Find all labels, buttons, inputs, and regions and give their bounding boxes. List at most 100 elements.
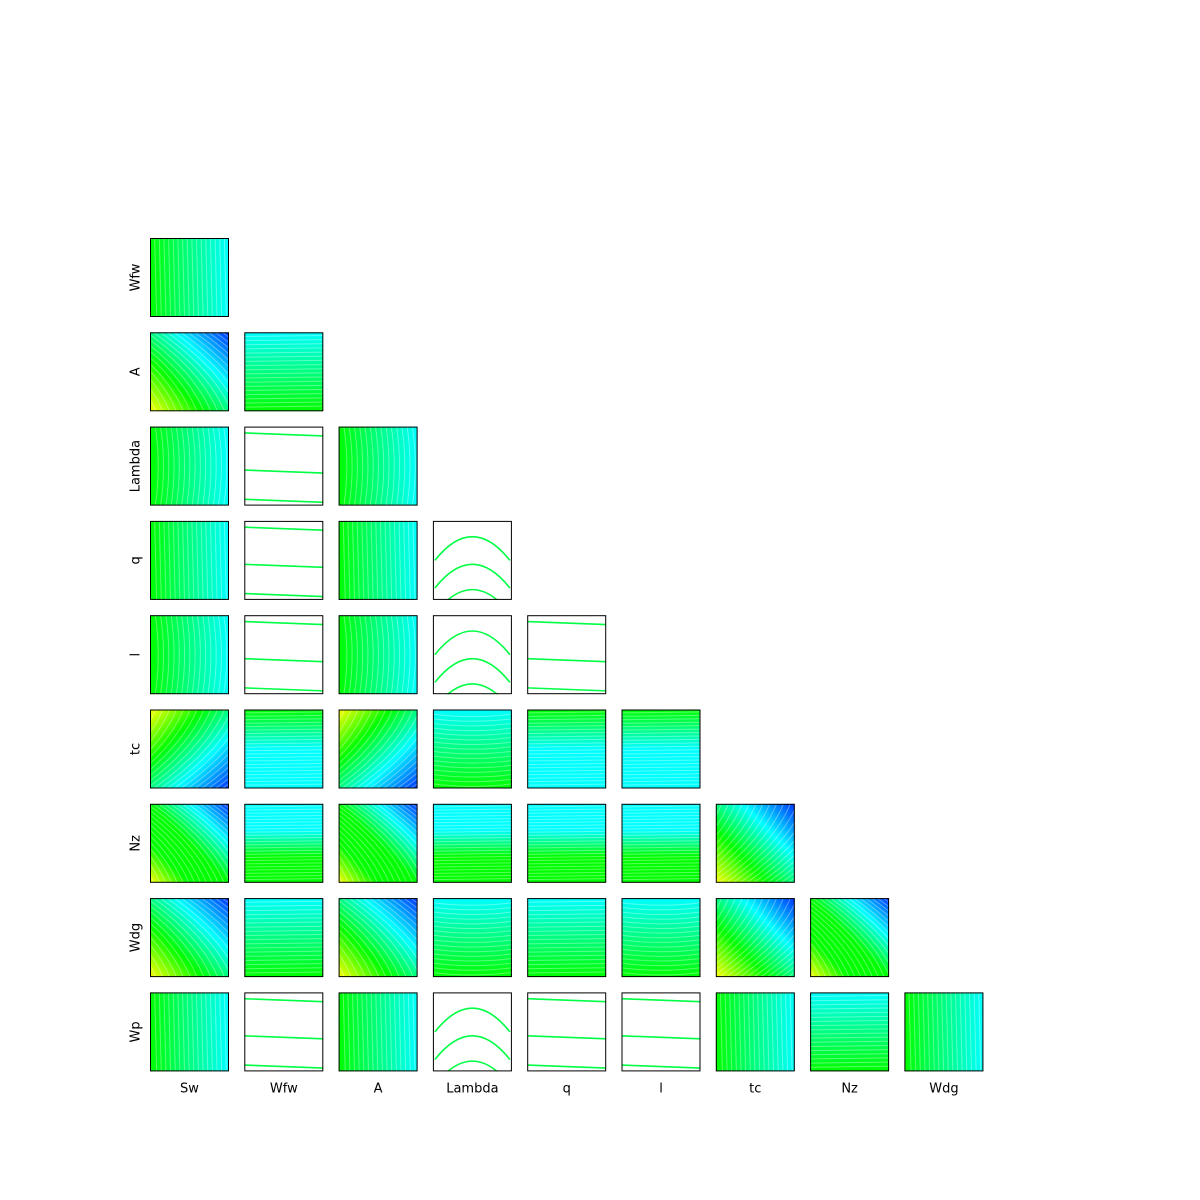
contour-fill	[621, 898, 701, 978]
axes-frame	[244, 898, 324, 978]
contour-fill	[432, 803, 512, 883]
y-label-A: A	[129, 367, 144, 376]
axes-frame	[810, 898, 890, 978]
axes-frame	[621, 992, 701, 1072]
x-label-Nz: Nz	[841, 1081, 858, 1096]
panel-Wfw-vs-Sw	[150, 238, 229, 317]
axes-frame	[810, 992, 890, 1072]
axes-frame	[244, 803, 324, 883]
axes-frame	[244, 709, 324, 789]
axes-frame	[244, 426, 324, 506]
panel-A-vs-Wfw	[244, 332, 324, 412]
axes-frame	[244, 992, 324, 1072]
y-label-Wfw: Wfw	[129, 263, 144, 291]
contour-fill	[432, 898, 512, 978]
contour-fill	[338, 803, 418, 883]
axes-frame	[150, 898, 229, 978]
panel-Wp-vs-l	[621, 992, 701, 1072]
axes-frame	[715, 992, 795, 1072]
contour-fill	[904, 992, 984, 1072]
y-label-Nz: Nz	[129, 835, 144, 852]
contour-fill	[715, 992, 795, 1072]
axes-frame	[432, 898, 512, 978]
axes-frame	[621, 803, 701, 883]
panel-l-vs-Wfw	[244, 615, 324, 695]
panel-Wdg-vs-Lambda	[432, 898, 512, 978]
y-axis-labels: Wfw A Lambda q l tc Nz Wdg Wp	[129, 263, 144, 1042]
contour-fill	[244, 898, 324, 978]
contour-fill	[150, 520, 229, 600]
axes-frame	[150, 332, 229, 412]
contour-fill	[150, 803, 229, 883]
panel-Lambda-vs-Wfw	[244, 426, 324, 506]
contour-fill	[810, 992, 890, 1072]
panel-Nz-vs-A	[338, 803, 418, 883]
panel-q-vs-Wfw	[244, 520, 324, 600]
contour-fill	[150, 332, 229, 412]
x-label-Lambda: Lambda	[446, 1081, 498, 1096]
contour-fill	[244, 709, 324, 789]
contour-fill	[150, 615, 229, 695]
panel-l-vs-Sw	[150, 615, 229, 695]
axes-frame	[338, 992, 418, 1072]
panel-Wdg-vs-Nz	[810, 898, 890, 978]
axes-frame	[338, 520, 418, 600]
contour-fill	[338, 898, 418, 978]
x-label-A: A	[374, 1081, 383, 1096]
panel-Nz-vs-Wfw	[244, 803, 324, 883]
contour-fill	[432, 709, 512, 789]
panel-Lambda-vs-A	[338, 426, 418, 506]
panel-tc-vs-q	[527, 709, 607, 789]
axes-frame	[904, 992, 984, 1072]
contour-fill	[244, 803, 324, 883]
panel-Wp-vs-tc	[715, 992, 795, 1072]
axes-frame	[244, 615, 324, 695]
axes-frame	[527, 898, 607, 978]
axes-frame	[527, 992, 607, 1072]
panel-Nz-vs-l	[621, 803, 701, 883]
axes-frame	[527, 615, 607, 695]
contour-fill	[621, 709, 701, 789]
x-label-tc: tc	[749, 1081, 761, 1096]
axes-frame	[150, 992, 229, 1072]
axes-frame	[527, 709, 607, 789]
axes-frame	[338, 803, 418, 883]
panel-Nz-vs-Sw	[150, 803, 229, 883]
x-label-q: q	[563, 1081, 571, 1096]
panel-Wp-vs-q	[527, 992, 607, 1072]
contour-fill	[244, 332, 324, 412]
axes-frame	[338, 615, 418, 695]
panel-Wdg-vs-A	[338, 898, 418, 978]
panel-A-vs-Sw	[150, 332, 229, 412]
y-label-q: q	[129, 556, 144, 564]
axes-frame	[432, 615, 512, 695]
contour-fill	[150, 238, 229, 317]
panel-Wp-vs-Sw	[150, 992, 229, 1072]
contour-fill	[338, 992, 418, 1072]
x-label-Wdg: Wdg	[929, 1081, 958, 1096]
y-label-tc: tc	[129, 743, 144, 755]
panel-Wdg-vs-Wfw	[244, 898, 324, 978]
axes-frame	[150, 520, 229, 600]
axes-frame	[150, 615, 229, 695]
panel-tc-vs-Wfw	[244, 709, 324, 789]
axes-frame	[244, 520, 324, 600]
contour-fill	[715, 898, 795, 978]
axes-frame	[338, 898, 418, 978]
contour-panels	[150, 238, 984, 1072]
contour-fill	[338, 615, 418, 695]
contour-fill	[150, 709, 229, 789]
panel-Wdg-vs-q	[527, 898, 607, 978]
x-label-l: l	[659, 1081, 663, 1096]
panel-tc-vs-l	[621, 709, 701, 789]
panel-Wdg-vs-Sw	[150, 898, 229, 978]
x-axis-labels: Sw Wfw A Lambda q l tc Nz Wdg	[180, 1081, 959, 1096]
axes-frame	[244, 332, 324, 412]
panel-Lambda-vs-Sw	[150, 426, 229, 506]
axes-frame	[715, 803, 795, 883]
axes-frame	[432, 992, 512, 1072]
panel-Wp-vs-Wfw	[244, 992, 324, 1072]
contour-fill	[338, 520, 418, 600]
contour-fill	[527, 709, 607, 789]
